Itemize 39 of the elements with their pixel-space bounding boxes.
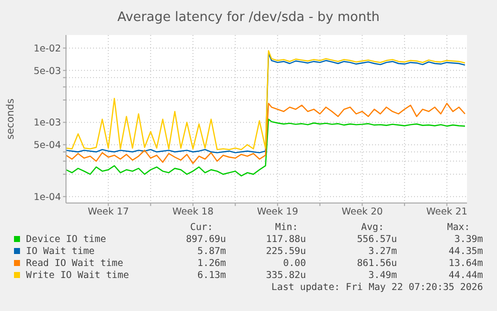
text: 6.13m [197, 270, 226, 281]
text: Max: [447, 222, 470, 233]
text: 13.64m [448, 258, 483, 269]
line-series [66, 102, 466, 164]
x-tick-label: Week 18 [172, 206, 214, 218]
text: Cur: [190, 222, 213, 233]
legend-label: IO Wait time [26, 246, 95, 257]
legend-label: Device IO time [26, 234, 106, 245]
y-tick-label: 5e-04 [34, 140, 61, 152]
y-tick-label: 1e-04 [34, 192, 61, 203]
y-axis-title: seconds [6, 98, 16, 140]
text: 1.26m [197, 258, 226, 269]
x-tick-label: Week 17 [88, 206, 129, 218]
text: 44.35m [448, 246, 483, 257]
text: 3.27m [368, 246, 397, 257]
x-tick-label: Week 19 [257, 206, 298, 218]
text: 897.69u [186, 234, 226, 245]
text: 225.59u [266, 246, 306, 257]
text: 861.56u [356, 258, 397, 269]
x-tick-label: Week 20 [342, 206, 383, 218]
text: 5.87m [197, 246, 226, 257]
y-tick-label: 1e-03 [34, 118, 61, 129]
legend-label: Read IO Wait time [26, 258, 124, 269]
text: 117.88u [266, 234, 306, 245]
chart-title: Average latency for /dev/sda - by month [116, 10, 381, 25]
text: 3.49m [368, 270, 397, 281]
text: Min: [275, 222, 298, 233]
text: 335.82u [266, 270, 306, 281]
y-tick-label: 5e-03 [34, 66, 61, 77]
text: Last update: Fri May 22 07:20:35 2026 [271, 282, 483, 293]
legend-label: Write IO Wait time [26, 270, 129, 281]
text: 0.00 [283, 258, 306, 269]
text: 556.57u [356, 234, 397, 245]
text: 3.39m [454, 234, 483, 245]
y-tick-label: 1e-02 [34, 43, 61, 54]
line-series [66, 118, 466, 176]
text: 44.44m [448, 270, 483, 281]
text: Avg: [361, 222, 384, 233]
x-tick-label: Week 21 [426, 206, 468, 218]
